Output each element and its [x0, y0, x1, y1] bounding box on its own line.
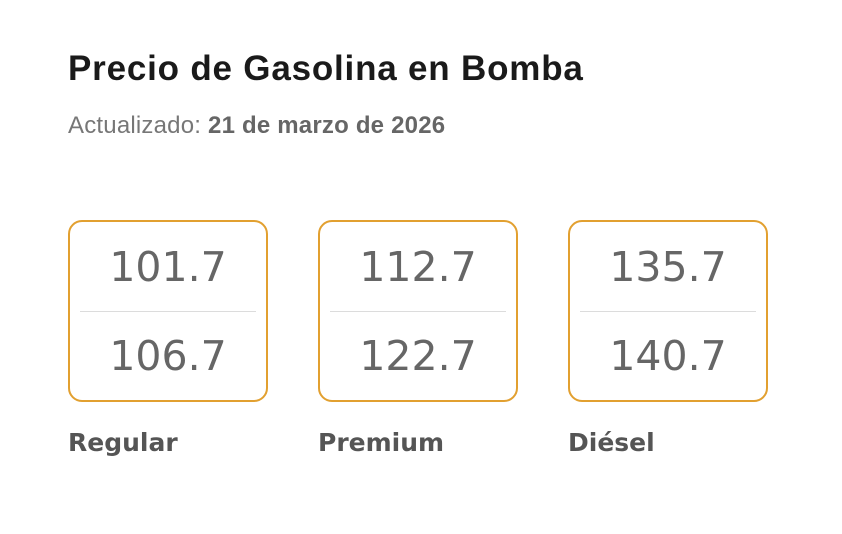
price-value-top: 135.7 — [609, 242, 727, 291]
price-value-top: 101.7 — [109, 242, 227, 291]
price-divider — [80, 310, 256, 312]
price-value-bottom: 106.7 — [109, 332, 227, 381]
fuel-card-regular: 101.7 106.7 — [68, 220, 268, 403]
price-value-bottom: 140.7 — [609, 332, 727, 381]
fuel-price-page: Precio de Gasolina en Bomba Actualizado:… — [68, 49, 774, 457]
fuel-label-diesel: Diésel — [568, 428, 655, 458]
fuel-cards-row: 101.7 106.7 Regular 112.7 122.7 Premium … — [68, 220, 774, 457]
price-value-bottom: 122.7 — [359, 332, 477, 381]
fuel-column-diesel: 135.7 140.7 Diésel — [568, 220, 768, 457]
price-divider — [580, 310, 756, 312]
price-value-top: 112.7 — [359, 242, 477, 291]
fuel-column-regular: 101.7 106.7 Regular — [68, 220, 268, 457]
price-divider — [330, 310, 506, 312]
updated-date: 21 de marzo de 2026 — [208, 111, 446, 139]
fuel-card-diesel: 135.7 140.7 — [568, 220, 768, 403]
fuel-card-premium: 112.7 122.7 — [318, 220, 518, 403]
fuel-column-premium: 112.7 122.7 Premium — [318, 220, 518, 457]
fuel-label-premium: Premium — [318, 428, 445, 458]
updated-line: Actualizado: 21 de marzo de 2026 — [68, 112, 774, 141]
fuel-label-regular: Regular — [68, 428, 178, 458]
updated-label: Actualizado: — [68, 111, 202, 139]
page-title: Precio de Gasolina en Bomba — [68, 49, 584, 88]
